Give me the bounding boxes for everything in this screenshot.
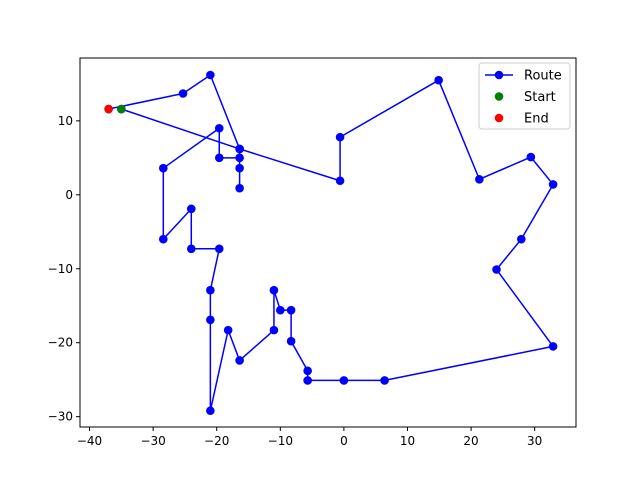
- route-point: [235, 183, 244, 193]
- legend-route-marker: [494, 70, 504, 80]
- legend-box: [478, 62, 571, 130]
- route-point: [276, 305, 285, 315]
- route-point: [475, 174, 484, 184]
- x-tick-label: −30: [140, 434, 165, 448]
- y-tick-label: −10: [48, 262, 73, 276]
- route-point: [269, 285, 279, 295]
- x-tick-label: 30: [527, 434, 542, 448]
- route-point: [286, 305, 296, 315]
- legend-end-label: End: [524, 112, 549, 127]
- y-tick-label: 10: [58, 114, 73, 128]
- route-point: [214, 123, 224, 133]
- route-point: [186, 244, 196, 254]
- legend-start-marker: [494, 92, 504, 101]
- route-point: [235, 163, 244, 173]
- route-point: [335, 132, 345, 142]
- y-tick-label: −30: [48, 410, 73, 424]
- route-point: [159, 234, 168, 244]
- route-point: [303, 366, 312, 376]
- route-point: [339, 376, 349, 385]
- route-point: [335, 176, 345, 186]
- route-point: [303, 376, 312, 385]
- x-tick-label: 0: [340, 434, 348, 448]
- route-point: [235, 144, 244, 154]
- route-point: [380, 376, 389, 385]
- plot-area: [104, 70, 558, 416]
- legend-start-label: Start: [524, 90, 556, 105]
- route-point: [235, 356, 244, 365]
- y-tick-label: 0: [65, 188, 73, 202]
- route-point: [206, 315, 215, 325]
- route-point: [286, 336, 296, 346]
- x-tick-label: −10: [268, 434, 293, 448]
- end-point: [104, 104, 113, 114]
- route-point: [517, 234, 526, 244]
- y-axis: −30 −20 −10 0 10: [48, 114, 80, 424]
- route-point: [178, 89, 188, 98]
- route-point: [548, 180, 558, 189]
- route-point: [434, 75, 443, 85]
- x-tick-label: 10: [400, 434, 415, 448]
- route-point: [526, 152, 536, 162]
- route-point: [206, 70, 215, 80]
- route-point: [186, 204, 196, 214]
- legend-end-marker: [494, 113, 504, 123]
- route-point: [214, 153, 224, 163]
- route-point: [235, 153, 244, 163]
- start-point: [117, 104, 126, 114]
- route-point: [206, 406, 215, 416]
- x-tick-label: 20: [463, 434, 478, 448]
- x-axis: −40 −30 −20 −10 0 10 20 30: [77, 427, 542, 448]
- legend-route-label: Route: [524, 69, 562, 84]
- route-point: [214, 244, 224, 254]
- route-point: [159, 163, 168, 173]
- route-point: [548, 342, 558, 351]
- route-point: [492, 265, 501, 274]
- route-point: [206, 285, 215, 295]
- route-point: [269, 325, 279, 335]
- x-tick-label: −20: [204, 434, 229, 448]
- route-point: [223, 325, 233, 335]
- legend: Route Start End: [478, 62, 571, 130]
- axes-frame: [79, 57, 577, 428]
- x-tick-label: −40: [77, 434, 102, 448]
- y-tick-label: −20: [48, 336, 73, 350]
